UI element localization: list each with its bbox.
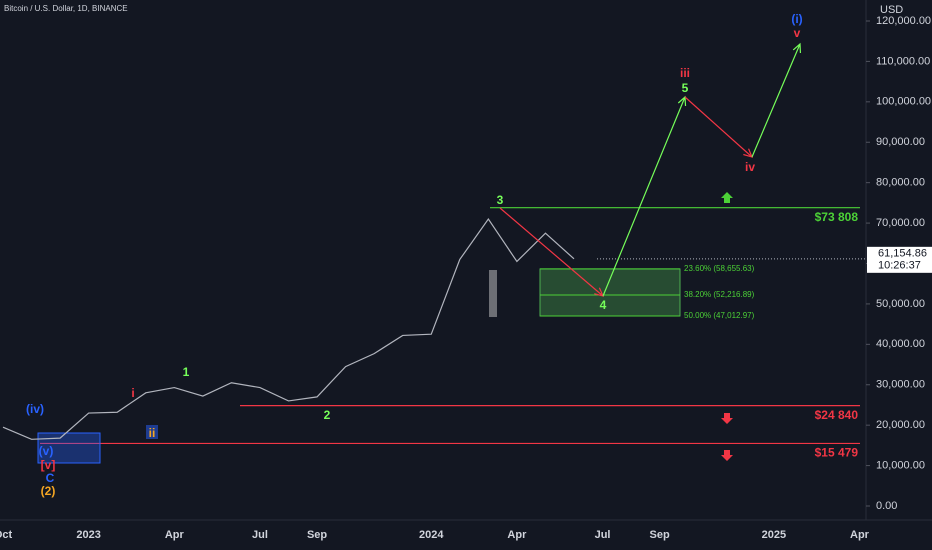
fib-zone (539, 268, 681, 317)
projection (751, 43, 801, 158)
y-tick-label: 0.00 (876, 500, 897, 512)
wave-label: C (46, 471, 55, 485)
wave-label: iv (745, 160, 755, 174)
wave-label: [v] (41, 458, 56, 472)
wave-label: 1 (183, 365, 190, 379)
level-arrow (721, 450, 733, 461)
projection (684, 96, 753, 158)
wave-label: (2) (41, 484, 56, 498)
y-tick-label: 20,000.00 (876, 419, 925, 431)
level-label: $24 840 (815, 408, 859, 422)
countdown: 10:26:37 (878, 260, 921, 272)
projection (602, 96, 686, 297)
x-tick-label: Sep (307, 529, 327, 541)
level-arrow (721, 413, 733, 424)
x-tick-label: Apr (165, 529, 185, 541)
wave-label: 5 (682, 81, 689, 95)
y-tick-label: 40,000.00 (876, 338, 925, 350)
level-arrow (721, 192, 733, 203)
symbol-title: Bitcoin / U.S. Dollar, 1D, BINANCE (4, 4, 128, 13)
y-tick-label: 110,000.00 (876, 55, 930, 67)
fib-label: 50.00% (47,012.97) (684, 311, 755, 320)
x-tick-label: Sep (650, 529, 670, 541)
wave-label: (iv) (26, 402, 44, 416)
level-label: $15 479 (815, 446, 859, 460)
projection (499, 207, 604, 297)
fib-label: 38.20% (52,216.89) (684, 290, 755, 299)
wave-label: 4 (600, 298, 607, 312)
fib-label: 23.60% (58,655.63) (684, 264, 755, 273)
x-tick-label: Oct (0, 529, 13, 541)
last-price-box (867, 246, 932, 273)
wave-label: 3 (497, 193, 504, 207)
x-tick-label: Jul (595, 529, 611, 541)
wave-label: (v) (39, 444, 54, 458)
wave-label: v (794, 26, 801, 40)
last-price: 61,154.86 (878, 248, 927, 260)
y-tick-label: 120,000.00 (876, 15, 931, 27)
projection-head (792, 42, 802, 54)
wave-label: 2 (324, 408, 331, 422)
y-tick-label: 50,000.00 (876, 298, 925, 310)
y-tick-label: 90,000.00 (876, 136, 925, 148)
wave-label: ii (149, 426, 156, 440)
y-tick-label: 70,000.00 (876, 217, 925, 229)
x-tick-label: Apr (507, 529, 527, 541)
wave-box (489, 270, 497, 317)
x-tick-label: 2024 (419, 529, 444, 541)
level-label: $73 808 (815, 210, 859, 224)
x-tick-label: 2025 (762, 529, 786, 541)
price-line (2, 217, 575, 440)
y-tick-label: 100,000.00 (876, 96, 931, 108)
x-tick-label: Apr (850, 529, 870, 541)
wave-label: (i) (791, 12, 802, 26)
currency: USD (880, 4, 903, 16)
wave-label: iii (680, 66, 690, 80)
wave-label: i (131, 386, 134, 400)
x-tick-label: 2023 (76, 529, 100, 541)
y-tick-label: 10,000.00 (876, 459, 925, 471)
y-tick-label: 30,000.00 (876, 379, 925, 391)
x-tick-label: Jul (252, 529, 268, 541)
wave-box (146, 425, 158, 439)
y-tick-label: 80,000.00 (876, 177, 925, 189)
